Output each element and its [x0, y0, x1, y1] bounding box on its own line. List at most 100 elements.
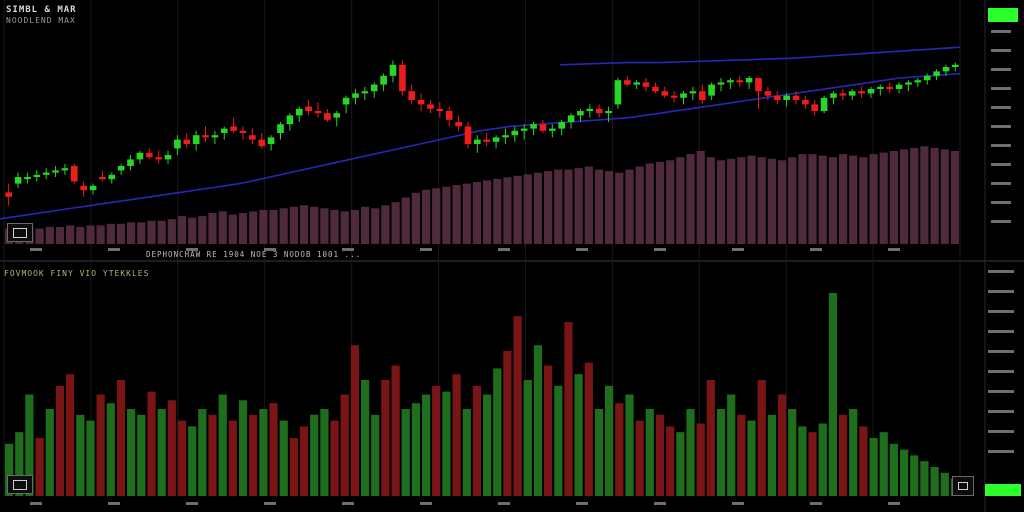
candle	[670, 95, 678, 98]
volume-bar	[645, 163, 654, 244]
oscillator-bar	[310, 414, 319, 496]
oscillator-bar	[635, 420, 644, 496]
candle	[42, 172, 50, 175]
candle	[436, 108, 444, 111]
candle	[108, 174, 116, 180]
time-tick-mark	[810, 502, 822, 505]
oscillator-bar	[127, 409, 136, 496]
candle	[314, 111, 322, 114]
oscillator-bar	[666, 426, 675, 496]
candle	[502, 135, 509, 138]
oscillator-bar	[574, 374, 583, 496]
candle	[764, 91, 772, 96]
volume-bar	[930, 147, 939, 244]
oscillator-bar	[788, 409, 797, 496]
candle	[492, 137, 500, 142]
volume-bar	[330, 209, 339, 244]
volume-bar	[76, 226, 85, 244]
candle	[249, 135, 256, 140]
oscillator-bar	[76, 414, 85, 496]
volume-bar	[391, 202, 400, 245]
oscillator-bar	[462, 409, 471, 496]
candle	[464, 126, 472, 144]
oscillator-bar	[330, 420, 339, 496]
volume-bar	[452, 185, 461, 244]
volume-bar	[696, 151, 705, 244]
volume-bar	[584, 166, 593, 244]
volume-bar	[238, 213, 248, 244]
oscillator-bar	[106, 403, 115, 496]
oscillator-bar	[706, 380, 715, 496]
osc-tick-mark	[988, 410, 1014, 413]
price-axis	[30, 30, 1014, 505]
oscillator-bar	[533, 345, 543, 496]
candle	[755, 78, 762, 92]
volume-bar	[411, 192, 420, 244]
candle	[848, 91, 856, 96]
candle	[549, 128, 556, 131]
candle	[296, 108, 303, 116]
oscillator-bar	[147, 391, 156, 496]
fit-view-button-bottom[interactable]	[7, 475, 33, 494]
volume-bar	[381, 205, 390, 245]
arrow-icon	[958, 482, 968, 490]
oscillator-bar	[767, 414, 776, 496]
oscillator-bar	[798, 426, 807, 496]
oscillator-title: FOVMOOK FINY VIO YTEKKLES	[4, 269, 150, 278]
oscillator-bar	[737, 414, 746, 496]
time-tick-mark	[30, 248, 42, 251]
candle	[408, 91, 415, 100]
oscillator-bar	[361, 380, 370, 496]
volume-bars	[5, 146, 959, 245]
oscillator-bar	[869, 438, 878, 496]
candle	[886, 86, 893, 89]
candle	[52, 170, 59, 173]
oscillator-bar	[391, 365, 400, 496]
volume-bar	[188, 217, 197, 245]
volume-bar	[147, 220, 156, 245]
candle	[380, 75, 387, 85]
oscillator-bar	[523, 380, 532, 496]
candle	[895, 84, 903, 89]
price-tick-mark	[991, 106, 1011, 109]
oscillator-bar	[340, 394, 349, 496]
oscillator-bar	[859, 426, 868, 496]
volume-bar	[320, 208, 329, 244]
volume-bar	[889, 151, 898, 244]
candle	[80, 185, 87, 191]
volume-bar	[900, 149, 909, 244]
candle	[230, 126, 237, 131]
time-tick-mark	[108, 248, 120, 251]
oscillator-bar	[594, 409, 604, 496]
volume-bar	[605, 171, 614, 244]
oscillator-bar	[269, 403, 278, 496]
candle	[239, 130, 247, 133]
candle	[727, 80, 734, 83]
candlestick-series	[5, 60, 959, 206]
time-tick-mark	[30, 502, 42, 505]
volume-bar	[106, 223, 115, 244]
time-tick-mark	[732, 502, 744, 505]
oscillator-bar	[432, 385, 441, 496]
candle	[483, 139, 490, 142]
candle	[174, 139, 181, 149]
volume-bar	[818, 155, 827, 244]
candle	[530, 124, 537, 129]
volume-bar	[940, 149, 949, 244]
volume-bar	[198, 216, 207, 244]
oscillator-bar	[757, 380, 766, 496]
oscillator-bar	[493, 368, 502, 496]
scroll-right-button[interactable]	[952, 476, 974, 496]
candle	[5, 192, 12, 197]
chart-title: SIMBL & MAR	[6, 5, 77, 15]
volume-bar	[554, 169, 563, 244]
price-tick-mark	[991, 144, 1011, 147]
candle	[699, 91, 706, 100]
frame-icon	[13, 479, 27, 490]
volume-bar	[177, 216, 187, 244]
candle	[820, 97, 828, 111]
fit-view-button-top[interactable]	[7, 223, 33, 242]
candle	[155, 157, 162, 160]
osc-tick-mark	[988, 350, 1014, 353]
